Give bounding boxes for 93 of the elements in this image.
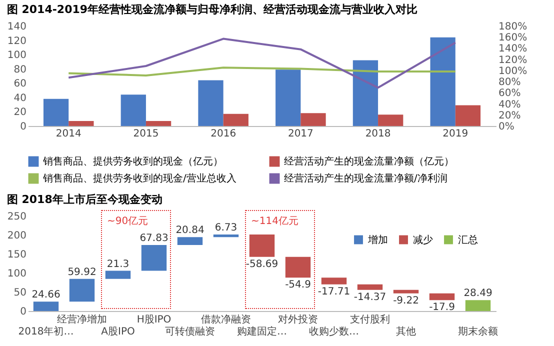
annotation: ~90亿元	[107, 215, 148, 228]
y2-tick-label: 40%	[498, 99, 521, 110]
y2-tick-label: 100%	[498, 66, 528, 77]
bar	[249, 234, 275, 257]
bar	[68, 121, 94, 126]
y2-tick-label: 60%	[498, 88, 521, 100]
x-tick-label: 2014	[56, 128, 82, 140]
bar	[276, 70, 301, 126]
legend-label: 销售商品、提供劳务收到的现金（亿元）	[42, 156, 223, 168]
y-tick-label: 80	[14, 64, 26, 76]
bar	[33, 302, 59, 311]
y-tick-label: 100	[7, 50, 26, 62]
y-tick-label: 60	[14, 78, 26, 90]
y-tick-label: 0	[20, 306, 26, 318]
data-label: -9.22	[393, 295, 419, 306]
y2-tick-label: 120%	[498, 54, 528, 66]
y2-tick-label: 160%	[498, 32, 528, 44]
x-tick-label: 支付股利	[350, 314, 390, 326]
chart-title: 图 2014-2019年经营性现金流净额与归母净利润、经营活动现金流与营业收入对比	[6, 3, 418, 16]
x-tick-label: 购建固定…	[237, 326, 287, 338]
x-tick-label: 可转债融资	[165, 326, 215, 338]
x-tick-label: 2016	[210, 128, 236, 140]
bar	[223, 114, 248, 126]
x-tick-label: 2019	[442, 128, 468, 140]
legend-label: 减少	[413, 234, 433, 246]
bar	[120, 94, 146, 126]
data-label: 28.49	[464, 288, 492, 300]
bar	[213, 234, 239, 238]
legend-label: 汇总	[458, 234, 478, 246]
x-tick-label: 经营净增加	[57, 314, 107, 326]
y2-tick-label: 180%	[498, 22, 528, 32]
x-tick-label: 对外投资	[278, 314, 318, 326]
line-series	[68, 66, 456, 76]
data-label: 21.3	[106, 258, 130, 270]
y-tick-label: 200	[7, 230, 26, 242]
y2-tick-label: 0%	[498, 122, 514, 132]
bar	[430, 37, 456, 126]
y-tick-label: 20	[14, 107, 26, 118]
data-label: 24.66	[32, 290, 60, 301]
bar	[285, 256, 311, 278]
x-tick-label: 借款净融资	[201, 314, 251, 326]
legend-label: 销售商品、提供劳务收到的现金/营业总收入	[42, 172, 236, 184]
bar	[378, 114, 404, 126]
x-tick-label: 2018	[365, 128, 391, 140]
chart-title: 图 2018年上市后至今现金变动	[6, 193, 162, 206]
x-tick-label: 收购少数…	[309, 326, 359, 338]
y-tick-label: 0	[20, 122, 26, 132]
y2-tick-label: 140%	[498, 44, 528, 55]
annotation: ~114亿元	[251, 215, 298, 228]
y2-tick-label: 20%	[498, 110, 521, 122]
x-tick-label: 其他	[396, 326, 416, 338]
data-label: -58.69	[246, 258, 278, 270]
data-label: 59.92	[68, 266, 96, 278]
x-tick-label: 2018年初…	[18, 326, 74, 338]
bar	[69, 278, 95, 302]
legend-label: 增加	[367, 234, 388, 246]
bar	[465, 300, 491, 311]
y-tick-label: 50	[14, 288, 26, 298]
y-tick-label: 120	[7, 36, 26, 47]
y-tick-label: 140	[7, 22, 26, 32]
legend-label: 经营活动产生的现金流量净额（亿元）	[284, 156, 454, 168]
data-label: -14.37	[354, 292, 386, 303]
y-tick-label: 150	[7, 250, 26, 260]
x-tick-label: 2017	[288, 128, 314, 140]
y-tick-label: 250	[7, 212, 26, 222]
bar	[357, 284, 383, 290]
y2-tick-label: 80%	[498, 77, 521, 88]
bar	[300, 113, 326, 126]
line-series	[68, 38, 456, 89]
y-tick-label: 40	[14, 92, 26, 104]
x-tick-label: 期末余额	[458, 326, 498, 338]
bar	[177, 237, 203, 245]
bar	[105, 270, 131, 279]
bar	[429, 293, 455, 300]
data-label: -17.71	[318, 286, 350, 298]
x-tick-label: H股IPO	[136, 314, 172, 326]
bar	[393, 290, 419, 294]
data-label: 67.83	[140, 232, 168, 244]
bar	[198, 80, 224, 126]
data-label: -17.9	[429, 302, 455, 314]
bar	[141, 244, 167, 271]
bar	[352, 60, 378, 126]
data-label: -54.9	[285, 280, 311, 291]
bar	[321, 278, 347, 284]
y-tick-label: 100	[7, 268, 26, 280]
legend-label: 经营活动产生的现金流量净额/净利润	[284, 172, 448, 184]
data-label: 20.84	[176, 225, 204, 236]
x-tick-label: 2015	[133, 128, 159, 140]
data-label: 6.73	[214, 222, 238, 234]
bar	[455, 105, 481, 126]
bar	[43, 98, 69, 126]
x-tick-label: A股IPO	[101, 326, 135, 338]
bar	[146, 121, 172, 126]
